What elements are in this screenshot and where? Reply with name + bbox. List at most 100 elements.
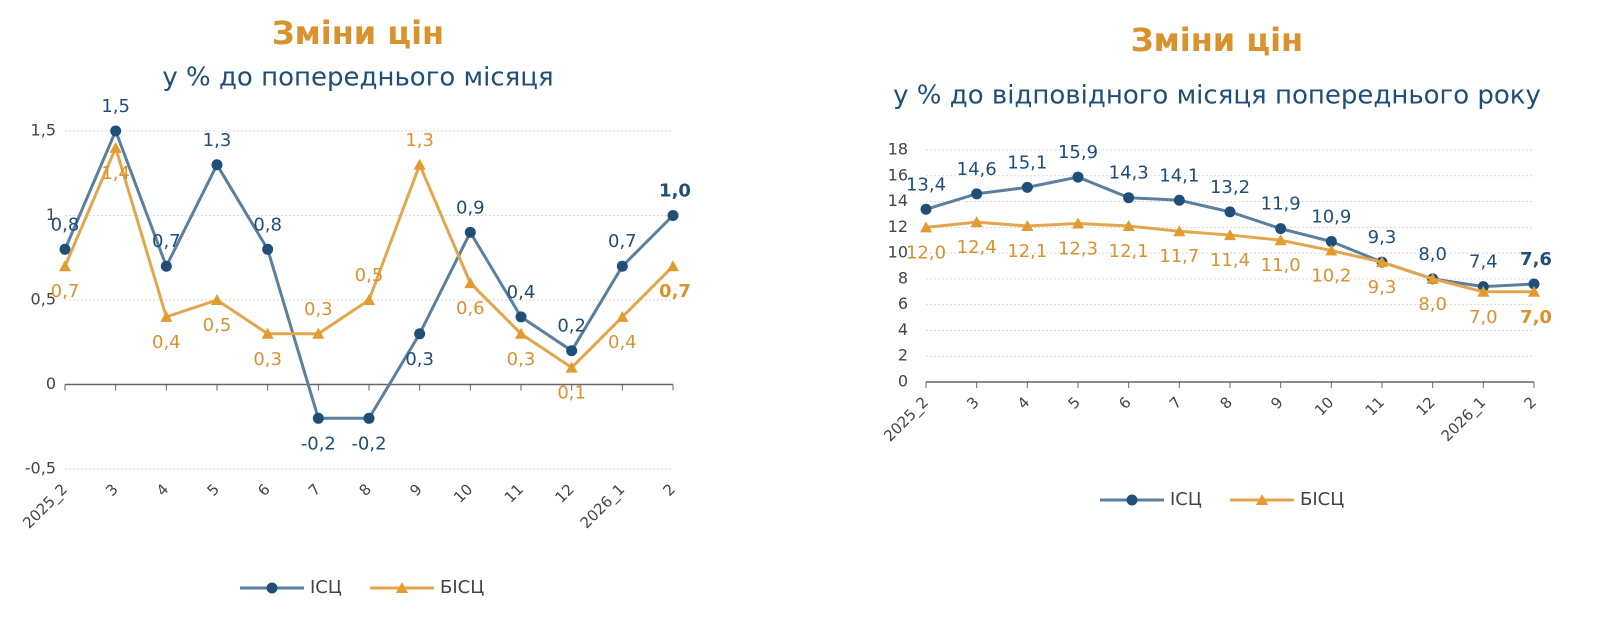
data-label: -0,2: [351, 433, 386, 454]
x-tick-label: 2: [1521, 393, 1540, 412]
data-label: 0,4: [608, 332, 637, 353]
marker: [109, 141, 122, 153]
data-label: 1,3: [203, 130, 232, 151]
y-tick-label: 0,5: [31, 290, 56, 309]
marker: [667, 260, 679, 272]
data-label: 0,5: [355, 265, 384, 286]
legend-label: БІСЦ: [440, 577, 484, 598]
y-tick-label: -0,5: [25, 459, 56, 478]
data-label: 7,0: [1520, 307, 1552, 328]
data-label: 0,6: [456, 298, 485, 319]
legend-marker: [1126, 494, 1138, 506]
legend-label: ІСЦ: [1170, 489, 1202, 510]
x-tick-label: 2026_1: [577, 480, 629, 532]
data-label: 0,8: [253, 214, 282, 235]
marker: [1224, 206, 1236, 218]
marker: [363, 412, 375, 424]
marker: [971, 188, 983, 200]
y-tick-label: 0: [898, 372, 908, 391]
data-label: 8,0: [1418, 294, 1447, 315]
legend-marker: [1256, 494, 1268, 505]
data-label: 15,9: [1058, 142, 1098, 163]
data-label: 13,2: [1210, 177, 1250, 198]
data-label: 14,3: [1109, 163, 1149, 184]
data-label: -0,2: [301, 433, 336, 454]
marker: [566, 345, 578, 357]
data-label: 0,3: [507, 349, 536, 370]
legend-marker: [266, 582, 278, 594]
legend-label: БІСЦ: [1300, 489, 1344, 510]
marker: [1477, 285, 1490, 297]
data-label: 12,4: [957, 237, 997, 258]
marker: [1122, 220, 1135, 232]
marker: [1072, 171, 1084, 183]
marker: [1021, 181, 1033, 193]
marker: [970, 216, 983, 228]
legend-marker: [396, 582, 408, 593]
marker: [110, 125, 122, 137]
data-label: 11,4: [1210, 250, 1250, 271]
data-label: 10,9: [1311, 207, 1351, 228]
x-tick-label: 10: [450, 480, 476, 506]
x-tick-label: 3: [963, 393, 982, 412]
marker: [160, 310, 173, 322]
x-tick-label: 4: [1014, 393, 1033, 412]
y-tick-label: 10: [888, 243, 908, 262]
marker: [413, 158, 426, 170]
marker: [1426, 272, 1439, 284]
data-label: 9,3: [1368, 277, 1397, 298]
data-label: 7,0: [1469, 307, 1498, 328]
marker: [1275, 223, 1287, 235]
y-tick-label: 4: [898, 320, 908, 339]
data-label: 7,4: [1469, 252, 1498, 273]
data-label: 1,4: [101, 163, 130, 184]
x-tick-label: 8: [1217, 393, 1236, 412]
marker: [616, 310, 629, 322]
x-tick-label: 7: [305, 480, 324, 499]
data-label: 10,2: [1311, 266, 1351, 287]
data-label: 12,3: [1058, 238, 1098, 259]
data-label: 0,4: [152, 332, 181, 353]
data-label: 11,7: [1159, 246, 1199, 267]
marker: [1173, 225, 1186, 237]
data-label: 0,8: [51, 214, 80, 235]
data-label: 14,6: [957, 159, 997, 180]
marker: [1325, 236, 1337, 248]
marker: [261, 327, 274, 339]
marker: [312, 327, 325, 339]
data-label: 0,3: [253, 349, 282, 370]
x-tick-label: 11: [501, 480, 527, 506]
x-tick-label: 11: [1362, 393, 1388, 419]
marker: [616, 260, 628, 272]
legend-label: ІСЦ: [310, 577, 342, 598]
chart-subtitle: у % до попереднього місяця: [162, 63, 553, 93]
data-label: 12,0: [906, 242, 946, 263]
data-label: 12,1: [1109, 241, 1149, 262]
data-label: 9,3: [1368, 227, 1397, 248]
y-tick-label: 1,5: [31, 121, 56, 140]
data-label: 0,2: [557, 316, 586, 337]
data-label: 1,5: [101, 96, 130, 117]
data-label: 7,6: [1520, 249, 1552, 270]
y-tick-label: 8: [898, 268, 908, 287]
marker: [1325, 244, 1338, 256]
chart-title: Зміни цін: [272, 14, 444, 52]
data-label: 14,1: [1159, 165, 1199, 186]
x-tick-label: 2025_2: [880, 393, 932, 445]
marker: [1224, 229, 1236, 241]
marker: [312, 412, 324, 424]
marker: [363, 294, 375, 305]
chart-title: Зміни цін: [1131, 21, 1303, 59]
marker: [211, 159, 223, 171]
marker: [565, 361, 578, 373]
y-tick-label: 6: [898, 294, 908, 313]
marker: [414, 328, 426, 340]
marker: [1274, 234, 1287, 246]
data-label: 11,9: [1261, 194, 1301, 215]
data-label: 13,4: [906, 174, 946, 195]
data-label: 0,7: [51, 281, 80, 302]
x-tick-label: 10: [1311, 393, 1337, 419]
y-tick-label: 16: [888, 165, 908, 184]
marker: [464, 226, 476, 238]
